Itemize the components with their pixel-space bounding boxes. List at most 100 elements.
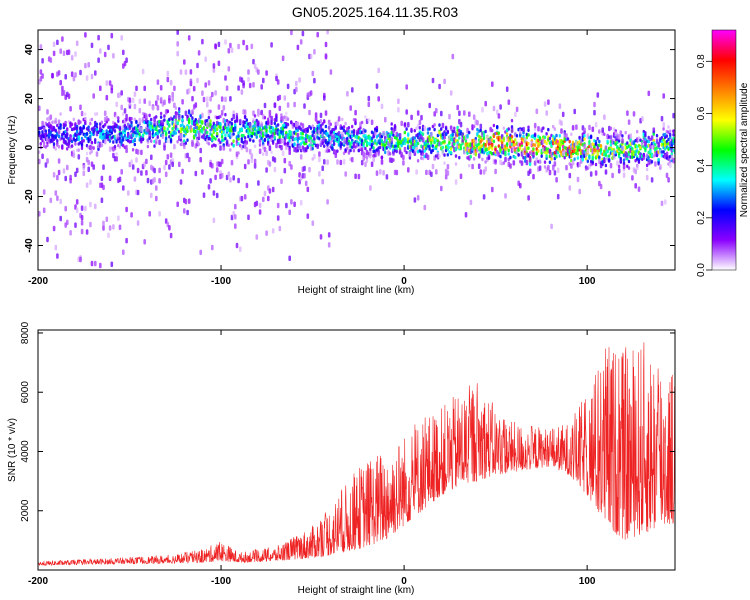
spectrogram-cell (479, 169, 483, 175)
spectrogram-cell (94, 140, 97, 145)
spectrogram-cell (655, 133, 659, 138)
spectrogram-cell (430, 171, 433, 177)
spectrogram-cell (54, 117, 58, 124)
spectrogram-cell (187, 35, 191, 41)
spectrogram-cell (596, 136, 599, 141)
spectrogram-cell (110, 32, 114, 39)
spectrogram-cell (245, 118, 248, 122)
spectrogram-cell (275, 142, 278, 149)
spectrogram-cell (603, 157, 606, 164)
spectrogram-cell (240, 195, 244, 202)
spectrogram-cell (446, 153, 449, 157)
spectrogram-cell (135, 85, 138, 92)
spectrogram-cell (456, 104, 459, 111)
spectrogram-cell (583, 137, 586, 141)
spectrogram-cell (95, 151, 99, 157)
spectrogram-cell (276, 79, 280, 85)
spectrogram-cell (642, 154, 646, 160)
spectrogram-cell (644, 133, 647, 138)
spectrogram-cell (491, 143, 494, 148)
spectrogram-cell (608, 158, 611, 162)
spectrogram-cell (313, 140, 316, 144)
spectrogram-cell (72, 149, 75, 154)
spectrogram-cell (527, 128, 530, 132)
spectrogram-cell (235, 242, 239, 249)
spectrogram-cell (271, 228, 275, 234)
spectrogram-cell (77, 148, 80, 152)
spectrogram-cell (591, 126, 595, 132)
spectrogram-cell (215, 192, 219, 199)
spectrogram-cell (87, 166, 90, 172)
spectrogram-cell (118, 145, 122, 149)
spectrogram-cell (497, 113, 501, 119)
spectrogram-cell (547, 99, 550, 105)
spectrogram-cell (647, 90, 651, 97)
spectrogram-cell (123, 131, 127, 135)
spectrogram-cell (187, 198, 191, 204)
spectrogram-cell (265, 128, 268, 133)
spectrogram-cell (337, 138, 341, 142)
spectrogram-cell (245, 182, 249, 189)
spectrogram-cell (288, 255, 291, 261)
spectrogram-cell (527, 146, 530, 150)
spectrogram-cell (309, 53, 313, 60)
spectrogram-cell (52, 142, 56, 146)
spectrogram-cell (301, 123, 305, 129)
spectrogram-cell (660, 200, 664, 207)
spectrogram-cell (267, 137, 270, 142)
spectrogram-cell (662, 93, 665, 99)
spectrogram-cell (369, 150, 372, 157)
spectrogram-cell (235, 112, 239, 117)
spectrogram-cell (276, 202, 280, 209)
spectrogram-cell (657, 141, 660, 148)
spectrogram-cell (217, 104, 221, 110)
spectrogram-cell (285, 125, 288, 129)
spectrogram-cell (46, 236, 49, 243)
spectrogram-cell (400, 143, 403, 148)
spectrogram-cell (327, 232, 331, 238)
spectrogram-cell (594, 121, 598, 128)
spectrogram-cell (379, 169, 382, 175)
spectrogram-cell (374, 139, 377, 143)
spectrogram-cell (364, 115, 367, 119)
spectrogram-cell (159, 96, 163, 103)
spectrogram-cell (252, 58, 255, 65)
spectrogram-cell (296, 121, 300, 127)
spectrogram-cell (280, 144, 283, 151)
spectrogram-cell (133, 176, 137, 182)
spectrogram-cell (547, 165, 550, 171)
spectrogram-cell (74, 51, 77, 57)
spectrogram-cell (617, 164, 621, 169)
spectrogram-cell (56, 139, 59, 143)
spectrogram-cell (240, 89, 244, 95)
spectrogram-cell (410, 127, 413, 132)
spectrogram-cell (227, 171, 231, 177)
spectrogram-cell (487, 147, 491, 151)
spectrogram-cell (314, 116, 318, 122)
spectrogram-cell (265, 70, 268, 76)
spectrogram-cell (258, 202, 262, 209)
spectrogram-cell (609, 134, 613, 141)
spectrogram-cell (588, 156, 591, 160)
spectrogram-cell (509, 155, 512, 160)
spectrogram-cell (449, 125, 453, 131)
spectrogram-cell (44, 162, 48, 168)
snr-y-tick-label: 4000 (20, 440, 31, 463)
spectrogram-cell (163, 114, 166, 118)
spectrogram-cell (79, 120, 82, 124)
spectrogram-cell (527, 141, 530, 146)
spectrogram-cell (219, 122, 222, 126)
spectrogram-cell (354, 120, 357, 125)
spectrogram-cell (634, 168, 637, 175)
spectrogram-cell (133, 142, 136, 147)
spectrogram-cell (397, 107, 400, 113)
spectrogram-cell (263, 115, 267, 120)
spectrogram-cell (652, 127, 656, 133)
spectrogram-cell (464, 212, 468, 218)
spectrogram-cell (263, 146, 267, 153)
spectrogram-cell (176, 30, 179, 35)
spectrogram-cell (248, 82, 252, 89)
spectrogram-cell (253, 163, 257, 169)
spectrogram-cell (92, 146, 95, 150)
spectrogram-cell (500, 143, 504, 150)
